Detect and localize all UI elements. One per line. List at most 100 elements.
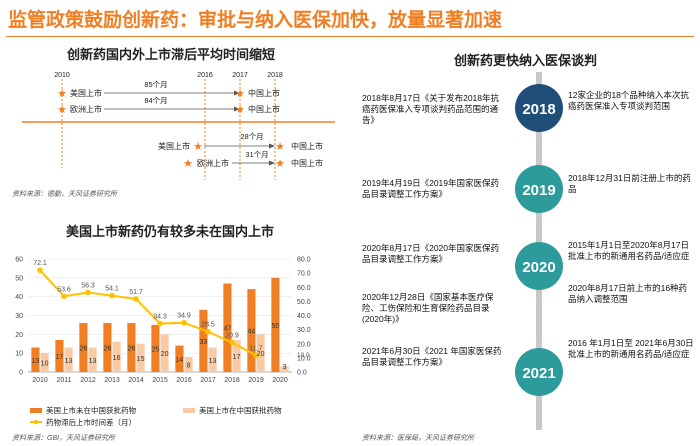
policy-2020-extra-left: 2020年12月28日《国家基本医疗保险、工伤保险和生育保险药品目录(2020年…	[362, 292, 494, 324]
y-tick-right: 40.0	[297, 313, 311, 320]
year-node-label: 2019	[522, 182, 555, 199]
star-icon: ★	[275, 158, 285, 170]
row1-cn1-label: 中国上市	[248, 88, 280, 98]
year-label-2018: 2018	[267, 72, 283, 79]
chart-title: 美国上市新药仍有较多未在国内上市	[66, 224, 275, 239]
line-label: 20.9	[225, 332, 239, 339]
line-end-label: 10.0	[297, 352, 310, 359]
row2-cn1-label: 中国上市	[291, 141, 323, 151]
year-label-2016: 2016	[197, 72, 213, 79]
legend-primary: 美国上市未在中国获批药物	[46, 405, 136, 415]
bar-secondary	[112, 341, 121, 372]
bar-label-primary: 33	[200, 339, 208, 346]
line-label: 34.3	[153, 314, 167, 321]
row2-gap-us: 28个月	[240, 132, 263, 141]
line-point	[157, 320, 163, 327]
bar-primary	[247, 289, 256, 372]
line-label: 53.6	[57, 286, 71, 293]
year-label-2017: 2017	[232, 72, 248, 79]
bar-label-secondary: 3	[283, 364, 287, 371]
y-tick-left: 60	[15, 257, 23, 264]
bar-secondary	[160, 334, 169, 372]
line-label: 54.1	[105, 286, 119, 293]
star-icon: ★	[275, 141, 285, 153]
x-tick-label: 2010	[32, 377, 48, 384]
x-tick-label: 2013	[104, 377, 120, 384]
bar-label-primary: 17	[56, 354, 64, 361]
line-point	[181, 319, 187, 326]
y-tick-left: 10	[15, 351, 23, 358]
x-tick-label: 2017	[200, 377, 216, 384]
bar-label-primary: 50	[272, 323, 280, 330]
star-icon: ★	[235, 88, 245, 100]
y-tick-right: 20.0	[297, 341, 311, 348]
bar-label-secondary: 20	[257, 351, 265, 358]
star-icon: ★	[235, 104, 245, 116]
arrowhead	[269, 160, 275, 166]
star-icon: ★	[193, 141, 203, 153]
legend-swatch-primary	[30, 408, 42, 413]
policy-timeline-axis: 2018 2019 2020 2021	[515, 72, 563, 430]
year-label-2010: 2010	[54, 72, 70, 79]
x-tick-label: 2012	[80, 377, 96, 384]
bar-label-secondary: 20	[161, 351, 169, 358]
y-tick-left: 50	[15, 275, 23, 282]
line-point	[61, 293, 67, 300]
x-tick-label: 2016	[176, 377, 192, 384]
arrowhead	[234, 106, 240, 112]
bar-label-primary: 14	[176, 357, 184, 364]
y-tick-right: 50.0	[297, 299, 311, 306]
bar-label-secondary: 8	[187, 362, 191, 369]
bar-label-primary: 44	[248, 329, 256, 336]
line-label: 51.7	[129, 289, 143, 296]
arrowhead	[234, 90, 240, 96]
bar-primary	[127, 323, 136, 372]
y-tick-left: 40	[15, 294, 23, 301]
bar-secondary	[64, 347, 73, 372]
y-tick-left: 30	[15, 313, 23, 320]
page-title: 监管政策鼓励创新药：审批与纳入医保加快，放量显著加速	[8, 10, 503, 31]
star-icon: ★	[57, 104, 67, 116]
star-icon: ★	[183, 158, 193, 170]
policy-2019-left: 2019年4月19日《2019年国家医保药品目录调整工作方案》	[362, 178, 500, 199]
bar-label-secondary: 13	[89, 358, 97, 365]
lag-timeline-source: 资料来源：德勤，天风证券研究所	[12, 191, 117, 198]
line-label: 72.1	[33, 260, 47, 267]
legend-swatch-secondary	[183, 408, 195, 413]
row2-gap-eu: 31个月	[245, 150, 268, 159]
year-node-2021	[515, 348, 563, 396]
line-series	[39, 269, 257, 357]
line-point	[37, 267, 43, 273]
policy-2020-extra-right: 2020年8月17日前上市的16种药品纳入调整范围	[568, 283, 688, 304]
year-node-label: 2018	[522, 101, 555, 118]
bar-primary	[175, 345, 184, 372]
title-divider	[6, 36, 694, 37]
year-node-2020	[515, 242, 563, 290]
policy-2020-left: 2020年8月17日《2020年国家医保药品目录调整工作方案》	[362, 243, 500, 264]
policy-2018-left: 2018年8月17日《关于发布2018年抗癌药医保准入专项谈判药品范围的通告》	[362, 93, 500, 125]
line-point	[109, 292, 115, 299]
chart-source: 资料来源：GBI，天风证券研究所	[12, 435, 116, 442]
year-node-2018	[515, 84, 563, 132]
bar-label-primary: 26	[80, 346, 88, 353]
bar-secondary	[208, 347, 217, 372]
y-tick-right: 60.0	[297, 285, 311, 292]
bar-primary	[199, 309, 208, 372]
bar-secondary	[40, 353, 49, 372]
row2-eu-label: 欧洲上市	[197, 158, 229, 168]
row1-gap-eu: 84个月	[144, 96, 167, 105]
bar-label-secondary: 17	[233, 354, 241, 361]
bar-label-primary: 25	[152, 346, 160, 353]
y-tick-right: 10.0	[297, 355, 311, 362]
y-tick-right: 0.0	[297, 370, 307, 377]
legend-secondary: 美国上市在中国获批药物	[199, 405, 282, 415]
bar-primary	[223, 283, 232, 372]
policy-2018-right: 12家企业的18个品种纳入本次抗癌药医保准入专项谈判范围	[568, 90, 689, 111]
row1-cn2-label: 中国上市	[248, 104, 280, 114]
bar-label-primary: 26	[128, 346, 136, 353]
bar-label-primary: 26	[104, 346, 112, 353]
line-label: 28.5	[201, 322, 215, 329]
line-point	[205, 328, 211, 335]
row2-cn2-label: 中国上市	[291, 158, 323, 168]
line-point	[253, 352, 259, 359]
